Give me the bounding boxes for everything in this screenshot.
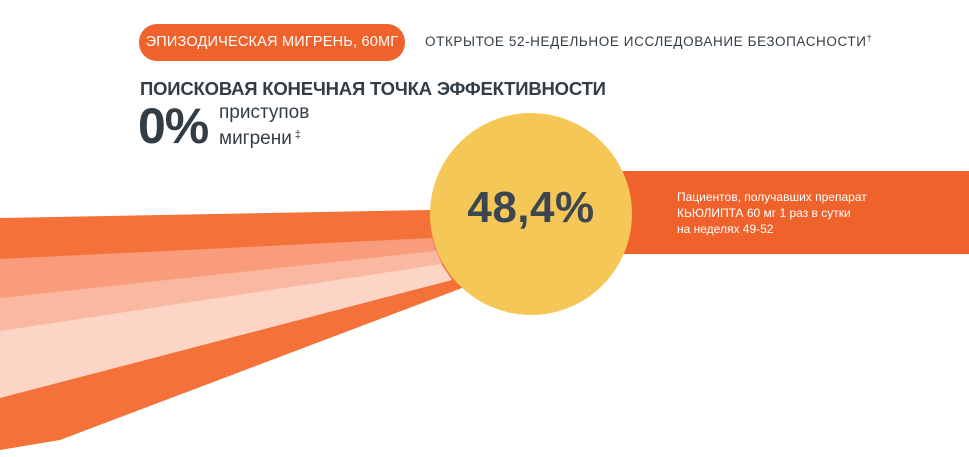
endpoint-title: ПОИСКОВАЯ КОНЕЧНАЯ ТОЧКА ЭФФЕКТИВНОСТИ <box>140 78 606 99</box>
study-title-text: ОТКРЫТОЕ 52-НЕДЕЛЬНОЕ ИССЛЕДОВАНИЕ БЕЗОП… <box>425 34 867 49</box>
episodic-migraine-badge: ЭПИЗОДИЧЕСКАЯ МИГРЕНЬ, 60МГ <box>139 24 405 61</box>
study-title: ОТКРЫТОЕ 52-НЕДЕЛЬНОЕ ИССЛЕДОВАНИЕ БЕЗОП… <box>425 33 872 49</box>
endpoint-footnote-mark: ‡ <box>294 129 301 141</box>
result-description: Пациентов, получавших препарат КЬЮЛИПТА … <box>677 189 867 237</box>
ray-pale <box>0 262 452 398</box>
result-value: 48,4% <box>467 183 595 232</box>
result-circle <box>430 113 632 315</box>
endpoint-label-line2: мигрени <box>219 128 292 149</box>
ray-light <box>0 250 442 331</box>
endpoint-value: 0% <box>138 98 209 154</box>
endpoint-label: приступов мигрени ‡ <box>219 102 309 150</box>
ray-mid <box>0 238 436 298</box>
result-description-line3: на неделях 49-52 <box>677 222 774 236</box>
study-footnote-mark: † <box>866 33 873 43</box>
endpoint-label-line1: приступов <box>219 102 310 123</box>
result-description-line1: Пациентов, получавших препарат <box>677 190 867 204</box>
endpoint-label-line2-wrap: мигрени ‡ <box>219 124 309 150</box>
result-description-line2: КЬЮЛИПТА 60 мг 1 раз в сутки <box>677 206 851 220</box>
